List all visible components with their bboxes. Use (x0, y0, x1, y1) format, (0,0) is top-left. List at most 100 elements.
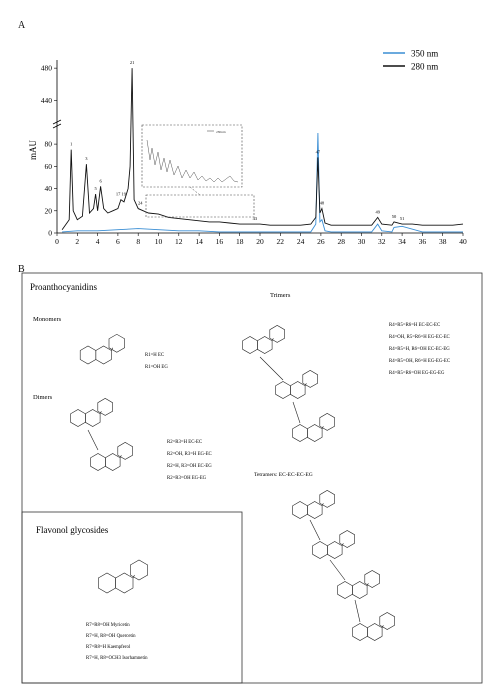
x-tick-label: 12 (175, 237, 183, 246)
structure-legend-line: R4=R5=R6=OH EG-EG-EG (389, 371, 445, 376)
ring (98, 572, 116, 594)
structure-legend-line: R4=R5=R6=H EC-EC-EC (389, 323, 440, 328)
ring (364, 570, 380, 588)
x-tick-label: 6 (116, 237, 120, 246)
x-tick-label: 16 (216, 237, 224, 246)
bond (119, 455, 122, 458)
panel-a-label: A (18, 20, 26, 31)
monomer-eg: R1=OH EG (145, 365, 168, 370)
structure-legend-line: R4=OH, R5=R6=H EG-EC-EC (389, 335, 450, 340)
bond (259, 356, 284, 381)
bond (111, 347, 114, 351)
chart-series (61, 68, 464, 233)
chromatogram-chart: 0 2 4 6 8 10 12 14 16 18 20 22 24 26 28 30 32 34 36 38 40020… (28, 49, 467, 247)
ring (292, 424, 308, 442)
peak-label: 21 (130, 60, 135, 65)
heading-trimers: Trimers (270, 292, 291, 299)
ring (319, 490, 335, 508)
chart-legend: 350 nm 280 nm (383, 49, 438, 72)
bond (271, 338, 274, 341)
ring (79, 345, 97, 365)
x-tick-label: 8 (136, 237, 140, 246)
structure-legend-line: R7=R8=H Kaempferol (86, 645, 131, 650)
x-tick-label: 34 (398, 237, 406, 246)
ring (352, 623, 368, 641)
bond (366, 583, 369, 586)
peak-label: 48 (320, 201, 325, 206)
peak-label: 6 (100, 178, 103, 183)
structure-legend-line: R2=R3=OH EG-EG (167, 476, 207, 481)
bond (354, 599, 361, 623)
bond (341, 543, 344, 546)
ring (105, 453, 121, 471)
axis-break-mark (52, 119, 62, 125)
x-tick-label: 40 (459, 237, 467, 246)
ring (242, 336, 258, 354)
ring (366, 623, 383, 641)
ring (115, 572, 134, 594)
x-tick-label: 14 (195, 237, 203, 246)
peak-label: 17 19 (116, 192, 127, 197)
dimer-legend: R2=R3=H EC-EC R2=OH, R3=H EG-EC R2=H, R3=O… (167, 440, 212, 481)
peak-label: 43 (253, 216, 258, 221)
bond (309, 519, 321, 541)
ring (117, 442, 133, 460)
y-tick-label: 480 (41, 64, 53, 73)
x-tick-label: 22 (277, 237, 285, 246)
x-tick-label: 28 (337, 237, 345, 246)
flavonol-legend: R7=R8=OH Myricetin R7=H, R8=OH Quercetin R… (86, 623, 148, 661)
ring (256, 336, 273, 354)
peak-label: 24 (138, 201, 143, 206)
heading-monomers: Monomers (33, 316, 62, 323)
y-tick-label: 0 (48, 229, 52, 238)
structure-legend-line: R7=H, R8=OH Quercetin (86, 634, 136, 639)
x-tick-label: 2 (75, 237, 79, 246)
x-tick-label: 36 (419, 237, 427, 246)
bond (329, 559, 346, 581)
ring (306, 501, 323, 519)
ring (306, 424, 323, 442)
ring (275, 381, 291, 399)
structure-legend-line: R4=R5=H, R6=OH EC-EC-EG (389, 347, 450, 352)
peak-label: 49 (375, 209, 380, 214)
y-tick-label: 20 (45, 206, 53, 215)
bond (292, 401, 301, 424)
y-tick-label: 60 (45, 162, 53, 171)
peak-label: 47 (316, 149, 321, 154)
x-tick-label: 20 (256, 237, 264, 246)
bond (381, 625, 384, 628)
y-tick-label: 40 (45, 184, 53, 193)
ring (339, 530, 355, 548)
peak-label: 3 (85, 156, 88, 161)
y-axis-label: mAU (28, 140, 38, 161)
ring (269, 325, 285, 343)
structure-legend-line: R7=R8=OH Myricetin (86, 623, 130, 628)
chart-axes: 0 2 4 6 8 10 12 14 16 18 20 22 24 26 28 30 32 34 36 38 40020… (28, 60, 467, 246)
inset-plot: 280nm (141, 124, 255, 218)
y-tick-label: 440 (41, 96, 53, 105)
ring (108, 333, 125, 353)
ring (379, 612, 395, 630)
ring (70, 409, 86, 427)
ring (85, 409, 101, 427)
bond (321, 426, 324, 429)
ring (337, 581, 353, 599)
bond (99, 411, 102, 414)
x-tick-label: 32 (378, 237, 386, 246)
x-tick-label: 10 (155, 237, 163, 246)
ring (351, 581, 368, 599)
ring (302, 370, 318, 388)
heading-proanthocyanidins: Proanthocyanidins (30, 282, 97, 292)
series-line-280-nm (61, 68, 464, 230)
y-tick-label: 80 (45, 140, 53, 149)
ring (97, 398, 113, 416)
heading-flavonol-glycosides: Flavonol glycosides (36, 525, 109, 535)
x-tick-label: 26 (317, 237, 325, 246)
heading-tetramers: Tetramers: EC-EC-EC-EG (254, 472, 313, 478)
ring (326, 541, 343, 559)
peak-label: 5 (94, 186, 97, 191)
x-tick-label: 4 (96, 237, 100, 246)
structure-legend-line: R2=OH, R3=H EG-EC (167, 452, 212, 457)
x-tick-label: 18 (236, 237, 244, 246)
